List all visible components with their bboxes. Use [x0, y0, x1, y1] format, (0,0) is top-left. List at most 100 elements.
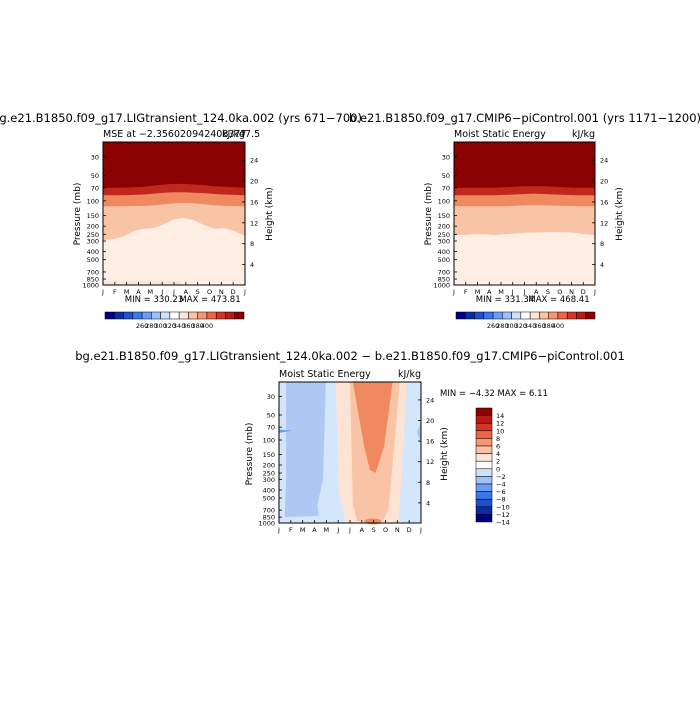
- colorbar-label: 380: [191, 322, 203, 330]
- panel1-ytick-label: 200: [87, 223, 99, 231]
- colorbar-box: [132, 311, 143, 320]
- panel1-max-label: MAX = 473.81: [179, 295, 240, 305]
- colorbar-box: [151, 311, 161, 320]
- near-surface-band: [103, 281, 182, 285]
- panel1-title: bg.e21.B1850.f09_g17.LIGtransient_124.0k…: [0, 111, 362, 125]
- negative-wedge: [279, 429, 294, 433]
- colorbar-box: [234, 311, 245, 320]
- colorbar-label: −8: [496, 496, 506, 504]
- panel3-ytick-label: 250: [263, 470, 275, 478]
- panel2-xtick-label: J: [523, 288, 526, 296]
- colorbar-box: [475, 506, 493, 515]
- colorbar-label: 6: [496, 443, 500, 451]
- panel3-y-axis-label: Pressure (mb): [245, 423, 255, 486]
- colorbar-box: [475, 407, 493, 416]
- panel3-xtick-label: J: [336, 526, 339, 534]
- colorbar-label: 320: [164, 322, 176, 330]
- panel1-xtick-label: A: [136, 288, 141, 296]
- panel2-y2-axis-label: Height (km): [615, 187, 625, 241]
- panel3-ytick-label: 500: [263, 495, 275, 503]
- panel3-minmax-label: MIN = −4.32 MAX = 6.11: [440, 389, 548, 399]
- panel2-xtick-label: J: [452, 288, 455, 296]
- colorbar-box: [585, 311, 596, 320]
- panel2-xtick-label: M: [475, 288, 481, 296]
- panel1-ytick-label: 30: [91, 153, 99, 161]
- colorbar-label: 4: [496, 450, 500, 458]
- panel3-ytick-label: 700: [263, 507, 275, 515]
- colorbar-box: [123, 311, 134, 320]
- colorbar-label: 360: [182, 322, 194, 330]
- panel2-ytick-label: 500: [438, 256, 450, 264]
- edge-negative: [416, 421, 421, 444]
- panel3-y2tick-label: 20: [426, 417, 434, 425]
- colorbar-box: [475, 445, 493, 454]
- colorbar-label: 340: [173, 322, 185, 330]
- colorbar-box: [455, 311, 466, 320]
- panel1-xtick-label: N: [219, 288, 224, 296]
- panel3-xtick-label: O: [383, 526, 388, 534]
- panel2-max-label: MAX = 468.41: [528, 295, 589, 305]
- panel3-ytick-label: 400: [263, 486, 275, 494]
- colorbar-box: [475, 415, 493, 424]
- panel2-title: b.e21.B1850.f09_g17.CMIP6−piControl.001 …: [349, 111, 700, 125]
- colorbar-label: 400: [552, 322, 564, 330]
- colorbar-label: 260: [487, 322, 499, 330]
- colorbar-box: [169, 311, 180, 320]
- colorbar-box: [206, 311, 217, 320]
- colorbar-box: [483, 311, 494, 320]
- panel3-xtick-label: F: [289, 526, 293, 534]
- panel1-units: kJ/kg: [222, 129, 245, 140]
- panel2-xtick-label: F: [464, 288, 468, 296]
- panel2-min-label: MIN = 331.34: [476, 295, 534, 305]
- colorbar-box: [465, 311, 475, 320]
- panel3-ytick-label: 200: [263, 461, 275, 469]
- panel1-xtick-label: J: [243, 288, 246, 296]
- colorbar-box: [475, 430, 493, 439]
- panel1-subtitle: MSE at −2.356020942408377: [103, 129, 247, 140]
- panel1-xtick-label: J: [160, 288, 163, 296]
- panel3-xtick-label: M: [324, 526, 330, 534]
- colorbar-box: [539, 311, 549, 320]
- colorbar-box: [548, 311, 559, 320]
- colorbar-box: [576, 311, 586, 320]
- colorbar-label: 340: [524, 322, 536, 330]
- panel2-xtick-label: S: [546, 288, 550, 296]
- panel2-xtick-label: M: [498, 288, 504, 296]
- panel3-ytick-label: 70: [267, 424, 275, 432]
- panel2-subtitle: Moist Static Energy: [454, 129, 546, 140]
- panel1-frame: [102, 141, 246, 286]
- colorbar-box: [520, 311, 531, 320]
- colorbar-label: 0: [496, 465, 500, 473]
- panel1-xtick-label: M: [148, 288, 154, 296]
- surface-maximum: [364, 518, 382, 525]
- panel1-xtick-label: J: [101, 288, 104, 296]
- colorbar-label: −2: [496, 473, 506, 481]
- colorbar-box: [475, 438, 493, 447]
- colorbar-label: 300: [154, 322, 166, 330]
- panel1-y2tick-label: 12: [250, 219, 258, 227]
- panel1-xtick-label: O: [207, 288, 212, 296]
- panel1-overlap-text: 47.5: [239, 129, 260, 140]
- panel2-xtick-label: A: [487, 288, 492, 296]
- colorbar-label: −6: [496, 488, 506, 496]
- panel2-y2tick-label: 12: [600, 219, 608, 227]
- colorbar-label: 260: [136, 322, 148, 330]
- colorbar-box: [475, 460, 493, 470]
- colorbar-box: [178, 311, 189, 320]
- panel3-xtick-label: D: [407, 526, 412, 534]
- colorbar-label: 14: [496, 412, 504, 420]
- colorbar-box: [215, 311, 226, 320]
- panel2-plot: J F M A M J J A S O N D J305070100150200250300400500…: [433, 141, 608, 296]
- panel1-y2tick-label: 16: [250, 198, 258, 206]
- panel2-ytick-label: 850: [438, 276, 450, 284]
- panel2-ytick-label: 50: [442, 172, 450, 180]
- panel1-ytick-label: 150: [87, 212, 99, 220]
- colorbar-box: [557, 311, 568, 320]
- panel2-xtick-label: D: [581, 288, 586, 296]
- colorbar-box: [225, 311, 235, 320]
- panel2-y2tick-label: 8: [600, 240, 604, 248]
- colorbar-box: [511, 311, 522, 320]
- colorbar-label: 2: [496, 458, 500, 466]
